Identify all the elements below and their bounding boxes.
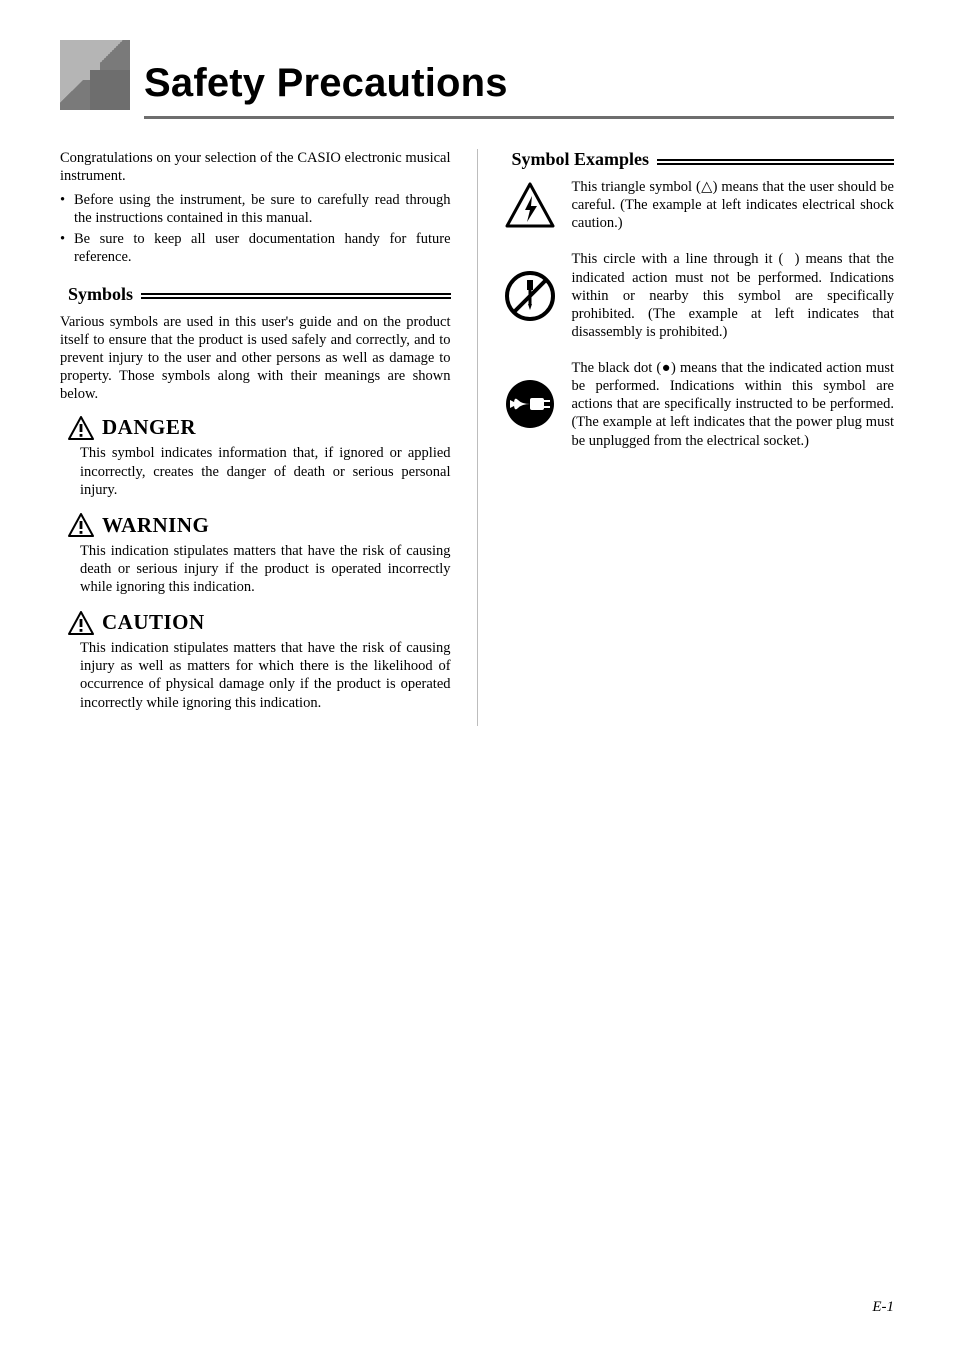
page-header: Safety Precautions: [60, 40, 894, 110]
warning-triangle-icon: [68, 416, 94, 440]
caution-label: CAUTION: [102, 610, 205, 635]
symbol-examples-label: Symbol Examples: [511, 149, 649, 170]
bullet-item: Before using the instrument, be sure to …: [60, 191, 451, 227]
bullet-item: Be sure to keep all user documentation h…: [60, 230, 451, 266]
header-tab-graphic: [60, 40, 130, 110]
page-number: E-1: [872, 1299, 894, 1316]
example-prohibit: This circle with a line through it (⃠) m…: [503, 250, 894, 341]
warning-label: WARNING: [102, 513, 209, 538]
symbols-body: Various symbols are used in this user's …: [60, 313, 451, 404]
heading-rule: [141, 293, 451, 299]
example-triangle: This triangle symbol (△) means that the …: [503, 178, 894, 232]
danger-heading: DANGER: [68, 415, 451, 440]
example-prohibit-text: This circle with a line through it (⃠) m…: [571, 250, 894, 341]
page-title: Safety Precautions: [144, 61, 508, 110]
caution-heading: CAUTION: [68, 610, 451, 635]
electric-shock-triangle-icon: [503, 178, 557, 232]
danger-desc: This symbol indicates information that, …: [80, 444, 451, 498]
column-divider: [477, 149, 478, 726]
heading-rule: [657, 159, 894, 165]
example-mandatory-text: The black dot (●) means that the indicat…: [571, 359, 894, 450]
intro-bullets: Before using the instrument, be sure to …: [60, 191, 451, 266]
symbols-heading-label: Symbols: [68, 284, 133, 305]
warning-heading: WARNING: [68, 513, 451, 538]
right-column: Symbol Examples This triangle symbol (△)…: [503, 149, 894, 726]
warning-triangle-icon: [68, 513, 94, 537]
no-disassembly-icon: [503, 250, 557, 341]
example-triangle-text: This triangle symbol (△) means that the …: [571, 178, 894, 232]
warning-desc: This indication stipulates matters that …: [80, 542, 451, 596]
symbol-examples-heading: Symbol Examples: [511, 149, 894, 170]
symbols-heading: Symbols: [68, 284, 451, 305]
content-columns: Congratulations on your selection of the…: [60, 149, 894, 726]
title-underline: [144, 116, 894, 119]
warning-triangle-icon: [68, 611, 94, 635]
danger-label: DANGER: [102, 415, 196, 440]
example-mandatory: The black dot (●) means that the indicat…: [503, 359, 894, 450]
left-column: Congratulations on your selection of the…: [60, 149, 451, 726]
caution-desc: This indication stipulates matters that …: [80, 639, 451, 712]
intro-text: Congratulations on your selection of the…: [60, 149, 451, 185]
unplug-mandatory-icon: [503, 359, 557, 450]
